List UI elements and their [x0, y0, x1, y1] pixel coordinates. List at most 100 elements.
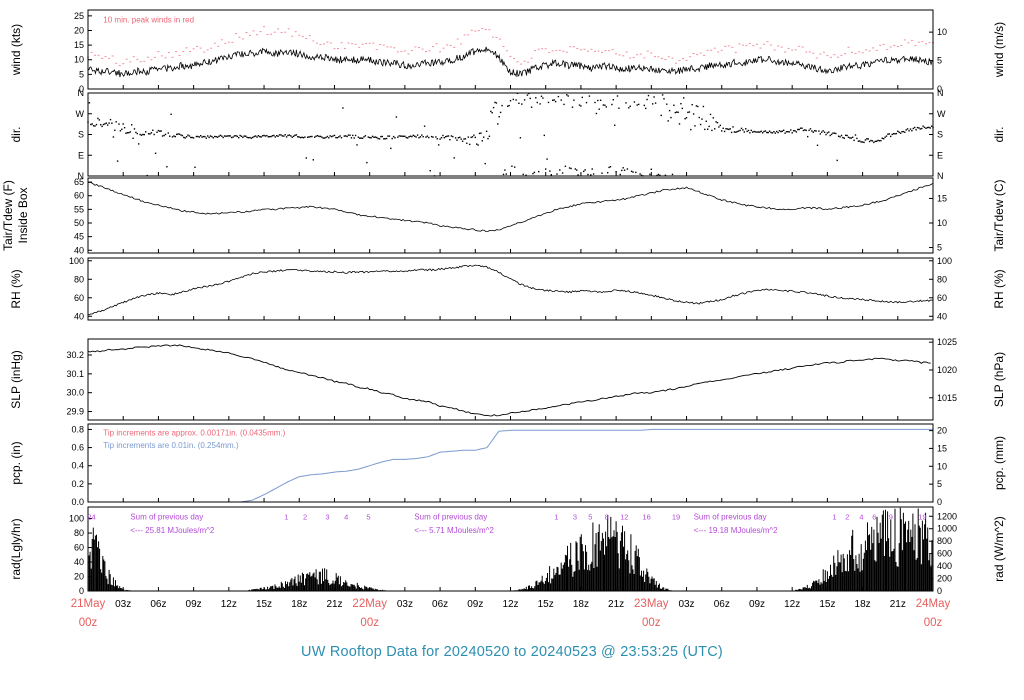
svg-text:09z: 09z: [467, 599, 483, 610]
svg-text:45: 45: [74, 232, 84, 242]
svg-text:W: W: [76, 109, 85, 119]
svg-text:10: 10: [937, 461, 947, 471]
svg-text:N: N: [78, 171, 85, 181]
rad-counter: 2: [303, 513, 307, 522]
svg-text:S: S: [78, 130, 84, 140]
rad-counter: 5: [588, 513, 592, 522]
svg-text:03z: 03z: [115, 599, 131, 610]
svg-text:25: 25: [74, 11, 84, 21]
svg-text:21z: 21z: [326, 599, 342, 610]
svg-text:12z: 12z: [221, 599, 237, 610]
svg-text:15: 15: [937, 193, 947, 203]
svg-text:00z: 00z: [79, 617, 98, 629]
svg-text:E: E: [78, 150, 84, 160]
svg-text:0.8: 0.8: [71, 424, 84, 434]
rad-counter: 3: [325, 513, 329, 522]
svg-text:0.0: 0.0: [71, 497, 84, 507]
svg-text:200: 200: [937, 574, 952, 584]
ylabel-left-pcp: pcp. (in): [9, 441, 23, 484]
svg-text:0.4: 0.4: [71, 461, 84, 471]
svg-text:0.6: 0.6: [71, 443, 84, 453]
svg-text:03z: 03z: [397, 599, 413, 610]
panel-rh: 40 60 80 100 40 60 80 100 RH (%) RH (%): [9, 256, 1006, 322]
svg-text:60: 60: [74, 293, 84, 303]
svg-text:100: 100: [69, 514, 84, 524]
rad-counter: 19: [918, 513, 926, 522]
ylabel-left-rad: rad(Lgly/hr): [9, 518, 23, 579]
x-axis-labels: 03z 06z 09z 12z 15z 18z 21z 03z 06z 09z 12z 15z 18z 2…: [71, 598, 951, 629]
svg-text:21z: 21z: [890, 599, 906, 610]
series-relative_humidity_pct: [87, 264, 934, 316]
svg-text:20: 20: [74, 572, 84, 582]
svg-text:10: 10: [937, 27, 947, 37]
ylabel-left-tair: Tair/Tdew (F): [1, 180, 15, 251]
svg-text:0: 0: [937, 586, 942, 596]
svg-text:30.2: 30.2: [66, 350, 84, 360]
svg-text:N: N: [78, 88, 85, 98]
annotation: Sum of previous day: [130, 513, 203, 522]
annotation: <--- 19.18 MJoules/m^2: [694, 526, 779, 535]
svg-text:20: 20: [937, 426, 947, 436]
svg-text:15: 15: [937, 443, 947, 453]
ylabel-left-wind: wind (kts): [9, 24, 23, 76]
annotation: <--- 5.71 MJoules/m^2: [414, 526, 494, 535]
annotation: Sum of previous day: [414, 513, 487, 522]
annotation: Tip increments are 0.01in. (0.254mm.): [103, 441, 239, 450]
rad-counter: 2: [845, 513, 849, 522]
svg-text:10: 10: [937, 218, 947, 228]
svg-text:1000: 1000: [937, 524, 957, 534]
svg-text:5: 5: [937, 56, 942, 66]
svg-text:600: 600: [937, 549, 952, 559]
rad-counter: 6: [872, 513, 876, 522]
series-tair_f: [87, 181, 934, 233]
svg-text:0: 0: [79, 586, 84, 596]
svg-text:0: 0: [937, 84, 942, 94]
ylabel-right-tair: Tair/Tdew (C): [992, 179, 1006, 251]
ylabel-right-pcp: pcp. (mm): [992, 436, 1006, 490]
rad-counter: 24: [87, 513, 95, 522]
svg-text:18z: 18z: [291, 599, 307, 610]
series-peak_wind_kts: [87, 26, 934, 66]
ylabel-left-slp: SLP (inHg): [9, 350, 23, 408]
ylabel-left-tair: Inside Box: [16, 187, 30, 243]
svg-text:40: 40: [937, 311, 947, 321]
svg-text:60: 60: [74, 191, 84, 201]
svg-text:E: E: [937, 150, 943, 160]
svg-text:100: 100: [937, 256, 952, 266]
panel-rad: 020406080100020040060080010001200rad(Lgl…: [9, 506, 1006, 596]
series-solar_radiation_lyhr: [87, 507, 933, 591]
svg-text:1025: 1025: [937, 337, 957, 347]
svg-text:40: 40: [74, 245, 84, 255]
series-sea_level_pressure_inhg: [87, 344, 931, 417]
svg-text:30.0: 30.0: [66, 388, 84, 398]
panel-slp: 29.9 30.0 30.1 30.2 1015 1020 1025 SLP (inHg) SL…: [9, 337, 1006, 421]
svg-text:00z: 00z: [360, 617, 379, 629]
svg-text:60: 60: [937, 293, 947, 303]
series-avg_wind_kts: [87, 46, 934, 78]
svg-text:12z: 12z: [784, 599, 800, 610]
svg-text:18z: 18z: [855, 599, 871, 610]
svg-text:18z: 18z: [573, 599, 589, 610]
svg-text:5: 5: [79, 69, 84, 79]
rad-counter: 8: [605, 513, 609, 522]
annotation: <--- 25.81 MJoules/m^2: [130, 526, 215, 535]
svg-text:00z: 00z: [924, 617, 943, 629]
ylabel-right-wind: wind (m/s): [992, 22, 1006, 78]
ylabel-right-slp: SLP (hPa): [992, 352, 1006, 407]
x-date-label: 22May: [352, 598, 387, 610]
svg-text:15z: 15z: [256, 599, 272, 610]
rad-counter: 9: [889, 513, 893, 522]
svg-text:80: 80: [74, 528, 84, 538]
svg-text:09z: 09z: [749, 599, 765, 610]
svg-text:5: 5: [937, 479, 942, 489]
svg-text:800: 800: [937, 536, 952, 546]
svg-text:1015: 1015: [937, 393, 957, 403]
x-date-label: 21May: [71, 598, 106, 610]
svg-text:06z: 06z: [432, 599, 448, 610]
ylabel-right-dir: dir.: [992, 126, 1006, 142]
panel-border-wind: [87, 9, 934, 90]
svg-text:20: 20: [74, 25, 84, 35]
rad-counter: 5: [366, 513, 370, 522]
svg-text:40: 40: [74, 311, 84, 321]
